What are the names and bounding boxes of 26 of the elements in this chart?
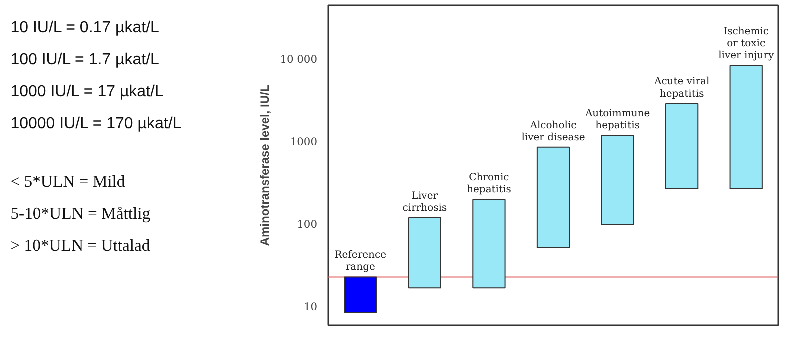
text: 1000 IU/L = 17 µkat/L [10,83,164,100]
bar [536,146,570,249]
y-axis-title: Aminotransferase level, IU/L [258,84,272,246]
y-tick-label: 10 [304,300,318,314]
text: 5-10*ULN = Måttlig [10,204,152,223]
x-tick-label: Liver cirrhosis [402,190,448,214]
bar [472,199,506,289]
text: 100 IU/L = 1.7 µkat/L [10,51,160,68]
bar [666,103,699,190]
x-tick-label: Reference range [334,250,387,274]
text: > 10*ULN = Uttalad [10,236,151,255]
bar [344,276,378,314]
bar [601,134,634,226]
text: < 5*ULN = Mild [10,172,126,191]
y-tick-label: 1000 [290,136,318,149]
text: 10000 IU/L = 170 µkat/L [10,115,182,132]
x-tick-label: Chronic hepatitis [467,172,512,196]
y-tick-label: 100 [297,218,318,232]
x-tick-label: Ischemic or toxic liver injury [718,26,774,62]
x-tick-label: Acute viral hepatitis [653,76,710,100]
x-tick-label: Alcoholic liver disease [522,120,586,144]
x-tick-label: Autoimmune hepatitis [584,108,650,132]
bar [408,218,442,289]
text: 10 IU/L = 0.17 µkat/L [10,19,160,36]
y-tick-label: 10 000 [280,52,318,66]
bar [730,65,763,190]
